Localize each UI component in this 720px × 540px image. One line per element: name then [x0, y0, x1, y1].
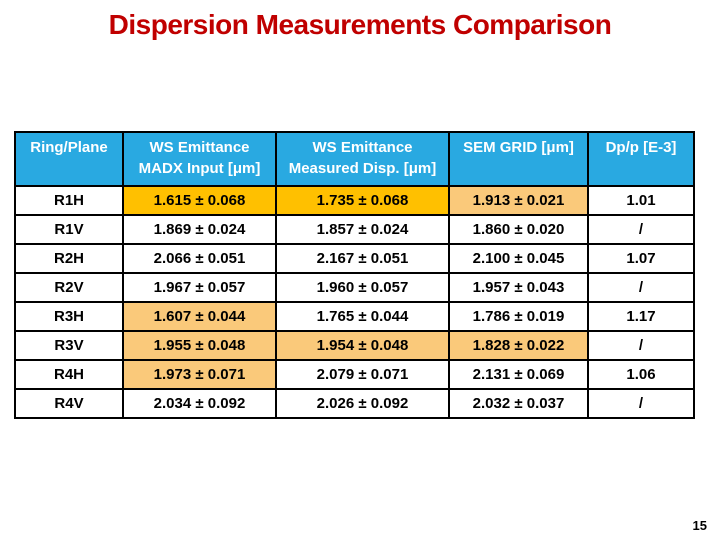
header-ring-plane: Ring/Plane [14, 131, 124, 187]
data-cell: 1.786 ± 0.019 [448, 301, 589, 332]
data-cell: 1.07 [587, 243, 695, 274]
data-cell: 1.06 [587, 359, 695, 390]
data-cell: 1.957 ± 0.043 [448, 272, 589, 303]
row-label: R2H [14, 243, 124, 274]
header-line: Measured Disp. [μm] [288, 160, 437, 177]
table-row: R4H 1.973 ± 0.071 2.079 ± 0.071 2.131 ± 0.0… [14, 359, 695, 390]
table-row: R1V 1.869 ± 0.024 1.857 ± 0.024 1.860 ± 0.0… [14, 214, 695, 245]
data-cell: 2.034 ± 0.092 [122, 388, 277, 419]
table-row: R3H 1.607 ± 0.044 1.765 ± 0.044 1.786 ± 0.0… [14, 301, 695, 332]
header-line: MADX Input [μm] [138, 160, 261, 177]
data-cell: 2.100 ± 0.045 [448, 243, 589, 274]
table-row: R2H 2.066 ± 0.051 2.167 ± 0.051 2.100 ± 0.0… [14, 243, 695, 274]
header-sem-grid: SEM GRID [μm] [448, 131, 589, 187]
page-number: 15 [692, 518, 707, 533]
data-cell: 1.607 ± 0.044 [122, 301, 277, 332]
data-cell: 1.01 [587, 185, 695, 216]
data-cell: 1.828 ± 0.022 [448, 330, 589, 361]
data-cell: 2.032 ± 0.037 [448, 388, 589, 419]
row-label: R1V [14, 214, 124, 245]
data-cell: 1.967 ± 0.057 [122, 272, 277, 303]
header-line: SEM GRID [μm] [463, 139, 574, 156]
row-label: R3H [14, 301, 124, 332]
slide-title: Dispersion Measurements Comparison [108, 9, 612, 40]
data-cell: 1.735 ± 0.068 [275, 185, 450, 216]
table-row: R1H 1.615 ± 0.068 1.735 ± 0.068 1.913 ± 0.0… [14, 185, 695, 216]
data-cell: 1.860 ± 0.020 [448, 214, 589, 245]
table-row: R3V 1.955 ± 0.048 1.954 ± 0.048 1.828 ± 0.0… [14, 330, 695, 361]
table-row: R2V 1.967 ± 0.057 1.960 ± 0.057 1.957 ± 0.0… [14, 272, 695, 303]
data-cell: 1.17 [587, 301, 695, 332]
header-row: Ring/Plane WS Emittance MADX Input [μm] … [14, 131, 695, 187]
data-cell: 1.973 ± 0.071 [122, 359, 277, 390]
data-cell: 1.955 ± 0.048 [122, 330, 277, 361]
row-label: R1H [14, 185, 124, 216]
data-cell: 2.066 ± 0.051 [122, 243, 277, 274]
data-cell: 1.869 ± 0.024 [122, 214, 277, 245]
header-line: Ring/Plane [30, 139, 108, 156]
header-dpp: Dp/p [E-3] [587, 131, 695, 187]
header-ws-madx: WS Emittance MADX Input [μm] [122, 131, 277, 187]
data-cell: / [587, 388, 695, 419]
header-ws-measured: WS Emittance Measured Disp. [μm] [275, 131, 450, 187]
data-cell: 1.857 ± 0.024 [275, 214, 450, 245]
header-line: WS Emittance [149, 139, 250, 156]
table-header: Ring/Plane WS Emittance MADX Input [μm] … [14, 131, 695, 187]
data-cell: 1.615 ± 0.068 [122, 185, 277, 216]
table-body: R1H 1.615 ± 0.068 1.735 ± 0.068 1.913 ± 0.0… [14, 185, 695, 419]
data-cell: 2.131 ± 0.069 [448, 359, 589, 390]
header-line: WS Emittance [312, 139, 413, 156]
header-line: Dp/p [E-3] [605, 139, 677, 156]
data-cell: / [587, 214, 695, 245]
data-cell: 1.954 ± 0.048 [275, 330, 450, 361]
data-cell: 1.913 ± 0.021 [448, 185, 589, 216]
data-cell: 1.960 ± 0.057 [275, 272, 450, 303]
data-cell: 2.079 ± 0.071 [275, 359, 450, 390]
dispersion-table: Ring/Plane WS Emittance MADX Input [μm] … [14, 131, 695, 419]
table-row: R4V 2.034 ± 0.092 2.026 ± 0.092 2.032 ± 0.0… [14, 388, 695, 419]
table-container: Ring/Plane WS Emittance MADX Input [μm] … [14, 131, 695, 419]
data-cell: / [587, 330, 695, 361]
data-cell: 2.167 ± 0.051 [275, 243, 450, 274]
data-cell: 1.765 ± 0.044 [275, 301, 450, 332]
row-label: R2V [14, 272, 124, 303]
row-label: R3V [14, 330, 124, 361]
data-cell: 2.026 ± 0.092 [275, 388, 450, 419]
row-label: R4V [14, 388, 124, 419]
data-cell: / [587, 272, 695, 303]
row-label: R4H [14, 359, 124, 390]
